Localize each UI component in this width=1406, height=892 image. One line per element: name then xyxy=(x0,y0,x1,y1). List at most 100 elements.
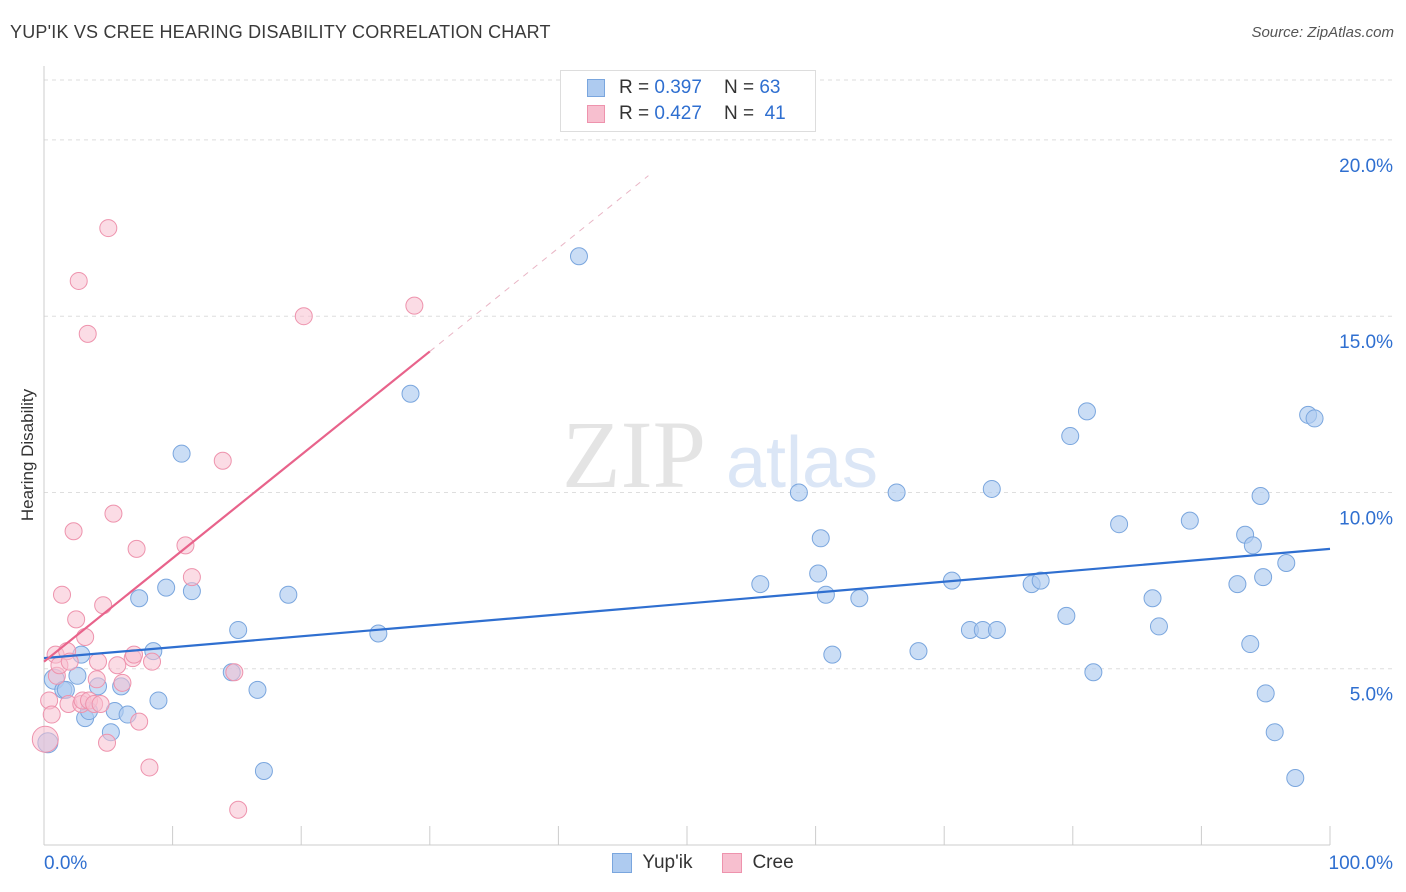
cree-point xyxy=(108,656,127,675)
cree-point xyxy=(213,451,232,470)
yupik-point xyxy=(1265,723,1284,742)
cree-point xyxy=(113,673,132,692)
legend-r-value: 0.397 xyxy=(654,77,702,98)
legend-r-label: R = xyxy=(619,103,650,124)
y-tick-label: 10.0% xyxy=(1339,508,1393,529)
yupik-point xyxy=(1149,617,1168,636)
yupik-point xyxy=(1241,635,1260,654)
cree-point xyxy=(229,800,248,819)
cree-trend-extension xyxy=(429,175,649,352)
yupik-point xyxy=(1110,515,1129,534)
grid-layer xyxy=(44,79,1395,670)
cree-point xyxy=(98,733,117,752)
yupik-point xyxy=(279,585,298,604)
cree-point xyxy=(94,596,113,615)
yupik-point xyxy=(569,247,588,266)
bottom-legend: Yup'ik Cree xyxy=(0,852,1406,874)
yupik-point xyxy=(229,620,248,639)
yupik-point xyxy=(1061,427,1080,446)
watermark: ZIP atlas xyxy=(562,401,878,508)
cree-point xyxy=(53,585,72,604)
bottom-legend-swatch-cree xyxy=(722,853,743,873)
cree-point xyxy=(78,324,97,343)
legend-row-cree: R = 0.427 N = 41 xyxy=(587,102,786,126)
cree-point xyxy=(69,271,88,290)
cree-point xyxy=(405,296,424,315)
cree-point xyxy=(31,725,59,753)
cree-trend-line xyxy=(43,350,431,663)
yupik-point xyxy=(254,761,273,780)
cree-point xyxy=(125,645,144,664)
yupik-point xyxy=(1180,511,1199,530)
yupik-point xyxy=(789,483,808,502)
cree-point xyxy=(176,536,195,555)
yupik-trend-line xyxy=(43,547,1331,660)
x-tick-label: 100.0% xyxy=(1329,853,1394,874)
cree-point xyxy=(143,652,162,671)
yupik-point xyxy=(1256,684,1275,703)
yupik-point xyxy=(248,680,267,699)
yupik-point xyxy=(751,575,770,594)
cree-point xyxy=(76,628,95,647)
x-tick-label: 0.0% xyxy=(44,853,87,874)
cree-point xyxy=(127,539,146,558)
y-tick-label: 5.0% xyxy=(1350,685,1393,706)
cree-point xyxy=(140,758,159,777)
yupik-point xyxy=(811,529,830,548)
tick-label-layer: 5.0% 10.0% 15.0% 20.0% 0.0% 100.0% xyxy=(44,156,1393,874)
yupik-point xyxy=(1254,568,1273,587)
cree-point xyxy=(91,694,110,713)
bottom-legend-yupik: Yup'ik xyxy=(612,852,692,874)
yupik-point xyxy=(149,691,168,710)
bottom-legend-cree: Cree xyxy=(722,852,794,874)
source-note: Source: ZipAtlas.com xyxy=(1251,24,1394,41)
cree-point xyxy=(89,652,108,671)
y-tick-label: 15.0% xyxy=(1339,332,1393,353)
legend-n-label: N = xyxy=(723,103,755,124)
yupik-point xyxy=(1084,663,1103,682)
chart-title: YUP'IK VS CREE HEARING DISABILITY CORREL… xyxy=(10,22,551,42)
yupik-point xyxy=(982,479,1001,498)
bottom-legend-label: Cree xyxy=(752,852,794,873)
yupik-point xyxy=(887,483,906,502)
yupik-point xyxy=(987,620,1006,639)
yupik-point xyxy=(816,585,835,604)
legend-row-yupik: R = 0.397 N = 63 xyxy=(587,76,780,100)
bottom-legend-swatch-yupik xyxy=(612,853,633,873)
legend-r-value: 0.427 xyxy=(654,103,702,124)
yupik-point xyxy=(1077,402,1096,421)
legend-n-label: N = xyxy=(723,77,755,98)
yupik-point xyxy=(68,666,87,685)
points-layer xyxy=(31,219,1324,819)
yupik-point xyxy=(1031,571,1050,590)
yupik-point xyxy=(1143,589,1162,608)
legend-n-value: 63 xyxy=(759,77,781,98)
cree-point xyxy=(182,568,201,587)
cree-point xyxy=(64,522,83,541)
yupik-point xyxy=(850,589,869,608)
cree-point xyxy=(104,504,123,523)
yupik-point xyxy=(401,384,420,403)
yupik-point xyxy=(909,642,928,661)
yupik-point xyxy=(823,645,842,664)
yupik-point xyxy=(1277,553,1296,572)
yupik-point xyxy=(1286,769,1305,788)
yupik-point xyxy=(130,589,149,608)
cree-point xyxy=(130,712,149,731)
y-tick-label: 20.0% xyxy=(1339,156,1393,177)
bottom-legend-label: Yup'ik xyxy=(642,852,693,873)
cree-point xyxy=(225,663,244,682)
legend-swatch-yupik xyxy=(587,79,605,97)
yupik-point xyxy=(1305,409,1324,428)
legend-n-value: 41 xyxy=(764,103,786,124)
yupik-point xyxy=(1228,575,1247,594)
legend-swatch-cree xyxy=(587,105,605,123)
yupik-point xyxy=(172,444,191,463)
legend-r-label: R = xyxy=(619,77,650,98)
legend: R = 0.397 N = 63 R = 0.427 N = 41 xyxy=(560,70,816,132)
cree-point xyxy=(87,670,106,689)
yupik-point xyxy=(157,578,176,597)
cree-point xyxy=(99,219,118,238)
cree-point xyxy=(42,705,61,724)
